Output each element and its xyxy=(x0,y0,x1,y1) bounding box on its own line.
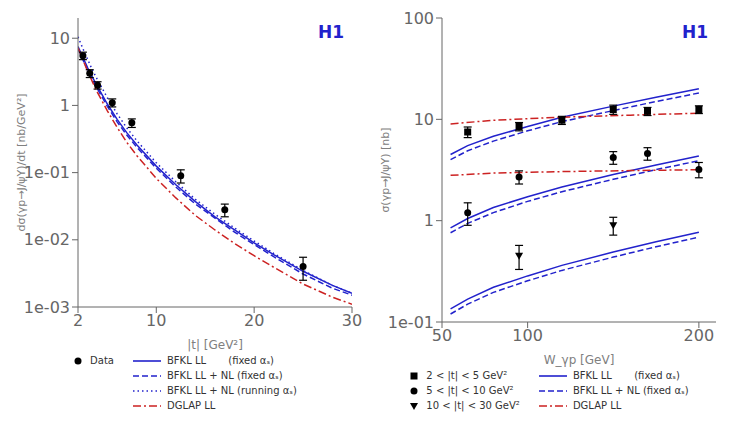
html-text:H1: H1 xyxy=(317,22,344,42)
svg-text:30: 30 xyxy=(342,311,362,330)
svg-text:1e-01: 1e-01 xyxy=(24,163,70,182)
svg-text:1e-01: 1e-01 xyxy=(388,313,434,332)
html-text:BFKL LL + NL (running αₛ): BFKL LL + NL (running αₛ) xyxy=(167,385,297,396)
svg-text:50: 50 xyxy=(432,326,452,345)
html-text:2 < |t| < 5 GeV²: 2 < |t| < 5 GeV² xyxy=(426,370,508,381)
svg-text:2: 2 xyxy=(73,311,83,330)
html-text:BFKL LL (fixed αₛ): BFKL LL (fixed αₛ) xyxy=(572,370,680,381)
html-text:BFKL LL (fixed αₛ): BFKL LL (fixed αₛ) xyxy=(167,355,274,366)
svg-text:20: 20 xyxy=(244,311,264,330)
html-text:Data: Data xyxy=(90,355,114,366)
html-text:BFKL LL + NL (fixed αₛ): BFKL LL + NL (fixed αₛ) xyxy=(167,370,283,381)
svg-text:10: 10 xyxy=(414,110,434,129)
svg-text:dσ(γp→J/ψY)/dt [nb/GeV²]: dσ(γp→J/ψY)/dt [nb/GeV²] xyxy=(15,93,28,231)
svg-text:1e-03: 1e-03 xyxy=(24,298,70,317)
svg-text:1: 1 xyxy=(424,211,434,230)
svg-text:10: 10 xyxy=(50,29,70,48)
svg-text:1: 1 xyxy=(60,96,70,115)
svg-text:100: 100 xyxy=(512,326,543,345)
svg-text:W_γp [GeV]: W_γp [GeV] xyxy=(544,353,615,367)
html-text:5 < |t| < 10 GeV²: 5 < |t| < 10 GeV² xyxy=(426,385,514,396)
svg-text:1e-02: 1e-02 xyxy=(24,230,70,249)
svg-text:100: 100 xyxy=(403,9,434,28)
svg-text:|t| [GeV²]: |t| [GeV²] xyxy=(187,338,243,352)
svg-text:σ(γp→J/ψY) [nb]: σ(γp→J/ψY) [nb] xyxy=(379,127,392,212)
html-text:DGLAP LL: DGLAP LL xyxy=(572,400,622,411)
html-text:10 < |t| < 30 GeV²: 10 < |t| < 30 GeV² xyxy=(426,400,520,411)
html-text:H1: H1 xyxy=(681,22,708,42)
svg-text:200: 200 xyxy=(684,326,715,345)
html-text:BFKL LL + NL (fixed αₛ): BFKL LL + NL (fixed αₛ) xyxy=(572,385,689,396)
svg-text:10: 10 xyxy=(146,311,166,330)
html-text:DGLAP LL: DGLAP LL xyxy=(167,400,216,411)
